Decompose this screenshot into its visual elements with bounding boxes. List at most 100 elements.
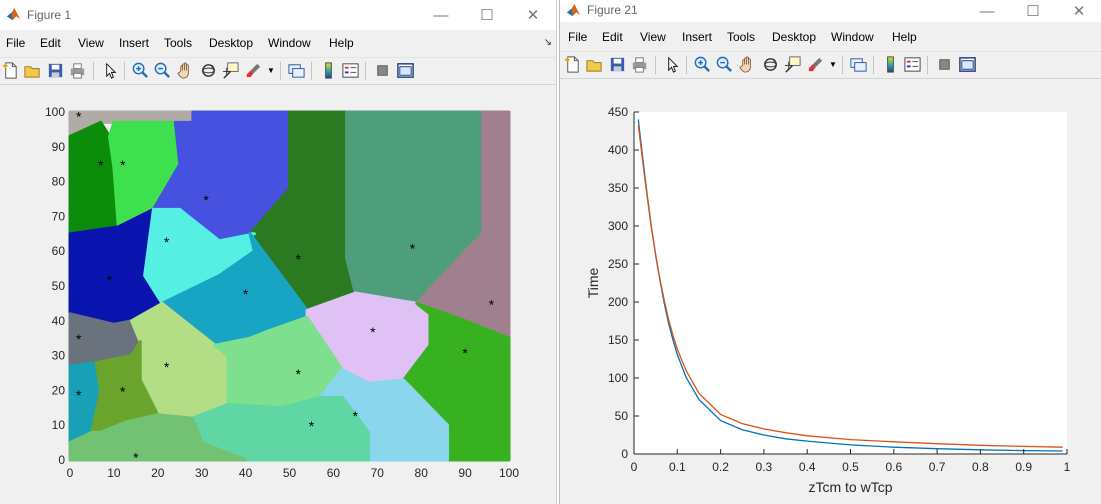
- centroid-marker: *: [296, 366, 302, 382]
- x-tick-label: 30: [195, 466, 209, 480]
- menu-window[interactable]: Window: [268, 36, 311, 50]
- maximize-button[interactable]: ☐: [480, 7, 494, 24]
- figure-toolbar: ▼: [560, 51, 1101, 79]
- menu-desktop[interactable]: Desktop: [209, 36, 254, 50]
- centroid-marker: *: [120, 157, 126, 173]
- print-icon[interactable]: [68, 61, 87, 80]
- menu-help[interactable]: Help: [892, 30, 917, 44]
- y-tick-label: 50: [52, 279, 66, 293]
- menu-bar: File Edit View Insert Tools Desktop Wind…: [560, 26, 1101, 48]
- x-tick-label: 20: [151, 466, 165, 480]
- minimize-button[interactable]: —: [979, 2, 995, 20]
- new-figure-icon[interactable]: [1, 61, 20, 80]
- close-button[interactable]: ✕: [526, 7, 540, 24]
- data-cursor-icon[interactable]: [221, 61, 240, 80]
- brush-dropdown-chevron-down-icon[interactable]: ▼: [829, 60, 837, 69]
- minimize-button[interactable]: —: [433, 6, 449, 24]
- x-tick-label: 0.4: [799, 460, 816, 474]
- x-tick-label: 40: [239, 466, 253, 480]
- rotate-3d-icon[interactable]: [761, 55, 780, 74]
- toolbar-separator: [686, 56, 687, 74]
- voronoi-axes[interactable]: * * * * * * * * * * * * * * * * * * * * 0 10 20 30 40 50 60 70 80 90…: [0, 84, 556, 504]
- menu-desktop[interactable]: Desktop: [772, 30, 817, 44]
- voronoi-cell: [68, 413, 248, 462]
- y-tick-label: 300: [608, 219, 628, 233]
- x-tick-label: 0.8: [972, 460, 989, 474]
- y-axis-ticks: 0 50 100 150 200 250 300 350 400 450: [608, 105, 639, 461]
- x-tick-label: 1: [1064, 460, 1071, 474]
- menu-edit[interactable]: Edit: [602, 30, 623, 44]
- x-tick-label: 10: [107, 466, 121, 480]
- centroid-markers-group: * * * * * * * * * * * * * * * * * * * *: [76, 108, 495, 465]
- legend-icon[interactable]: [341, 61, 360, 80]
- save-icon[interactable]: [46, 61, 65, 80]
- open-file-icon[interactable]: [23, 61, 42, 80]
- y-tick-label: 90: [52, 140, 66, 154]
- open-file-icon[interactable]: [585, 55, 604, 74]
- undock-arrow-icon[interactable]: ↘: [543, 37, 552, 48]
- show-plot-tools-icon[interactable]: [958, 55, 977, 74]
- menu-view[interactable]: View: [78, 36, 104, 50]
- menu-insert[interactable]: Insert: [119, 36, 150, 50]
- zoom-in-icon[interactable]: [693, 55, 712, 74]
- x-tick-label: 90: [458, 466, 472, 480]
- maximize-button[interactable]: ☐: [1026, 3, 1040, 20]
- figure-1-window: Figure 1 — ☐ ✕ File Edit View Insert Too…: [0, 0, 557, 504]
- y-tick-label: 50: [615, 409, 629, 423]
- centroid-marker: *: [370, 324, 376, 340]
- link-plot-icon[interactable]: [849, 55, 868, 74]
- menu-help[interactable]: Help: [329, 36, 354, 50]
- data-cursor-icon[interactable]: [783, 55, 802, 74]
- edit-plot-arrow-icon[interactable]: [663, 55, 682, 74]
- menu-edit[interactable]: Edit: [40, 36, 61, 50]
- close-button[interactable]: ✕: [1072, 3, 1086, 20]
- figure-1-titlebar[interactable]: Figure 1 — ☐ ✕: [0, 0, 556, 30]
- new-figure-icon[interactable]: [563, 55, 582, 74]
- menu-view[interactable]: View: [640, 30, 666, 44]
- link-plot-icon[interactable]: [287, 61, 306, 80]
- menu-tools[interactable]: Tools: [727, 30, 756, 44]
- x-tick-label: 0: [631, 460, 638, 474]
- pan-hand-icon[interactable]: [738, 55, 757, 74]
- x-axis-ticks: 0 10 20 30 40 50 60 70 80 90 100: [67, 466, 520, 480]
- legend-icon[interactable]: [903, 55, 922, 74]
- y-tick-label: 100: [45, 105, 65, 119]
- zoom-out-icon[interactable]: [153, 61, 172, 80]
- y-tick-label: 20: [52, 383, 66, 397]
- centroid-marker: *: [410, 241, 416, 257]
- toolbar-separator: [842, 56, 843, 74]
- centroid-marker: *: [76, 108, 82, 124]
- matlab-logo-icon: [566, 3, 581, 17]
- menu-file[interactable]: File: [568, 30, 588, 44]
- brush-dropdown-chevron-down-icon[interactable]: ▼: [267, 66, 275, 75]
- brush-icon[interactable]: [806, 55, 825, 74]
- series-line-2: [637, 124, 1063, 448]
- centroid-marker: *: [489, 296, 495, 312]
- centroid-marker: *: [107, 272, 113, 288]
- line-chart-axes[interactable]: 0 0.1 0.2 0.3 0.4 0.5 0.6 0.7 0.8 0.9 1 0 50 100 150 2…: [560, 78, 1101, 504]
- pan-hand-icon[interactable]: [176, 61, 195, 80]
- print-icon[interactable]: [630, 55, 649, 74]
- edit-plot-arrow-icon[interactable]: [101, 61, 120, 80]
- colorbar-icon[interactable]: [881, 55, 900, 74]
- menu-file[interactable]: File: [6, 36, 26, 50]
- rotate-3d-icon[interactable]: [199, 61, 218, 80]
- toolbar-separator: [655, 56, 656, 74]
- menu-tools[interactable]: Tools: [164, 36, 193, 50]
- hide-plot-tools-icon[interactable]: [935, 55, 954, 74]
- zoom-in-icon[interactable]: [131, 61, 150, 80]
- centroid-marker: *: [164, 359, 170, 375]
- save-icon[interactable]: [608, 55, 627, 74]
- toolbar-separator: [365, 62, 366, 80]
- show-plot-tools-icon[interactable]: [396, 61, 415, 80]
- brush-icon[interactable]: [244, 61, 263, 80]
- figure-21-titlebar[interactable]: Figure 21 — ☐ ✕: [560, 0, 1101, 22]
- menu-window[interactable]: Window: [831, 30, 874, 44]
- centroid-marker: *: [164, 234, 170, 250]
- toolbar-separator: [124, 62, 125, 80]
- y-tick-label: 40: [52, 314, 66, 328]
- zoom-out-icon[interactable]: [715, 55, 734, 74]
- colorbar-icon[interactable]: [319, 61, 338, 80]
- menu-insert[interactable]: Insert: [682, 30, 713, 44]
- hide-plot-tools-icon[interactable]: [373, 61, 392, 80]
